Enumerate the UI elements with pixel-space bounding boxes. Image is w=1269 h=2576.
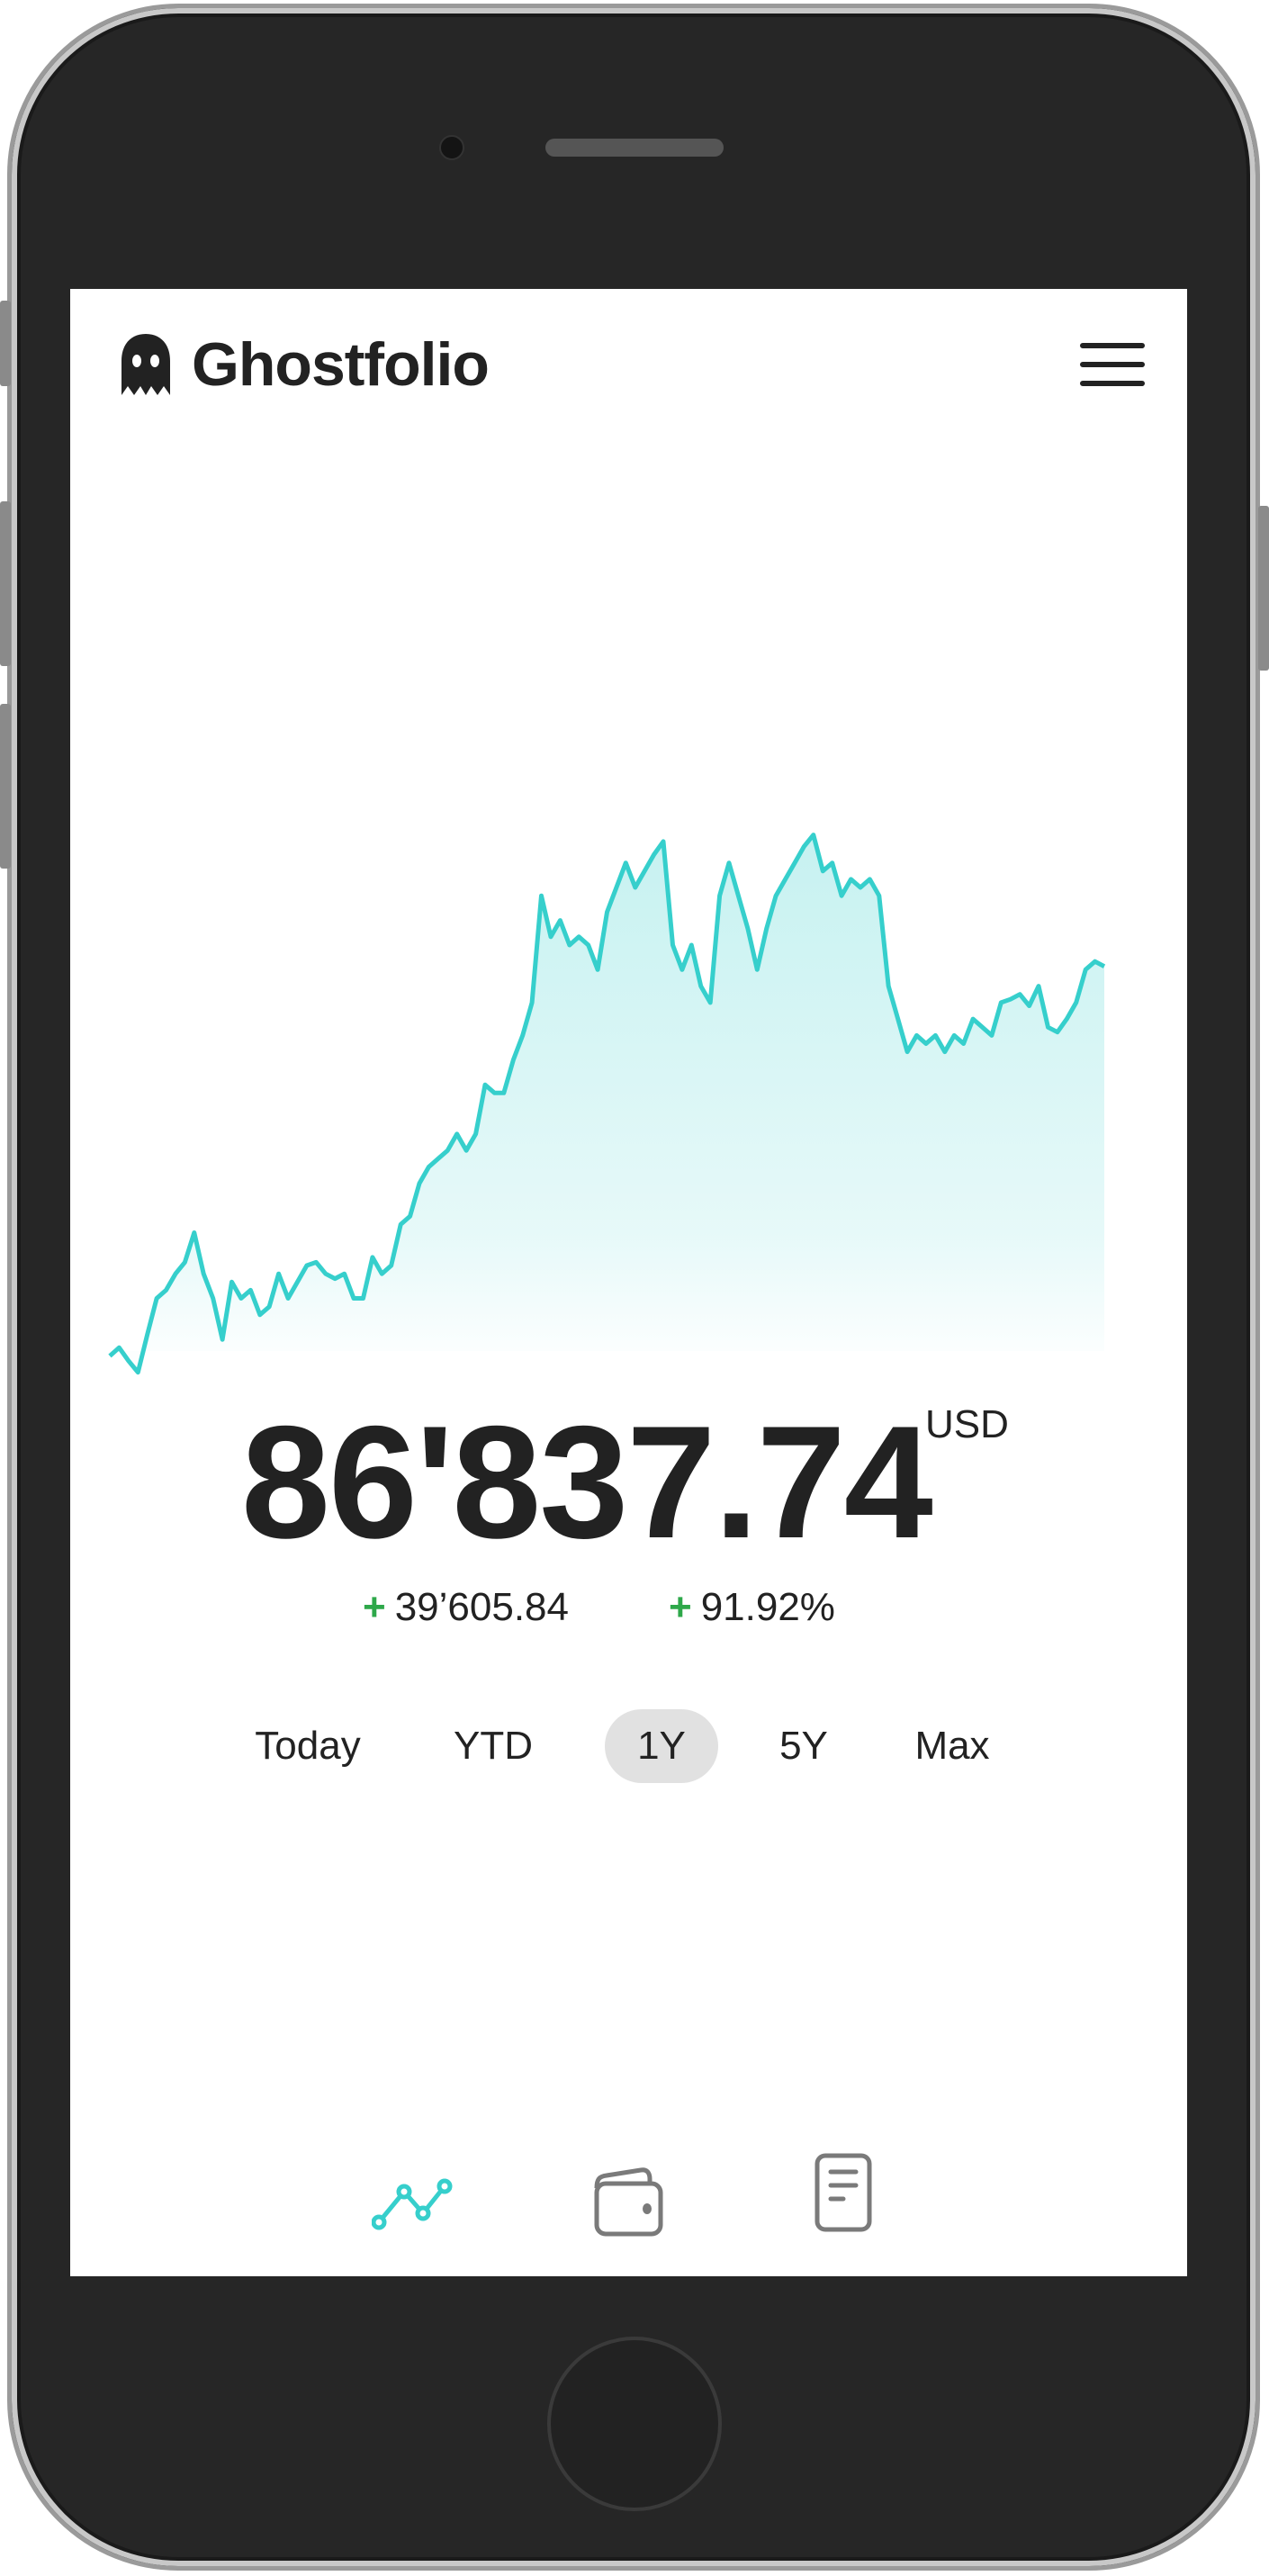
phone-power-button	[1258, 506, 1269, 671]
brand-name: Ghostfolio	[192, 330, 490, 399]
brand-logo[interactable]: Ghostfolio	[120, 329, 490, 400]
line-chart-icon[interactable]	[372, 2170, 458, 2233]
phone-speaker	[545, 139, 724, 157]
range-tab-5y[interactable]: 5Y	[779, 1724, 828, 1768]
change-sign: +	[363, 1585, 386, 1629]
hamburger-menu-icon[interactable]	[1080, 343, 1145, 386]
absolute-change: +39’605.84	[363, 1585, 569, 1630]
percent-change-value: 91.92%	[700, 1585, 835, 1629]
phone-mute-switch	[0, 301, 11, 386]
percent-change: +91.92%	[669, 1585, 835, 1630]
chart-series-line	[108, 833, 1106, 1375]
range-tab-today[interactable]: Today	[255, 1724, 361, 1768]
chart-area-fill	[110, 834, 1104, 1373]
phone-volume-down	[0, 704, 11, 869]
phone-volume-up	[0, 501, 11, 666]
portfolio-performance-chart	[108, 833, 1106, 1375]
total-value: 86'837.74	[241, 1392, 933, 1572]
absolute-change-value: 39’605.84	[394, 1585, 569, 1629]
bottom-navigation	[70, 2125, 1187, 2251]
portfolio-summary: 86'837.74 USD +39’605.84 +91.92%	[70, 1390, 1187, 1660]
app-screen: Ghostfolio 86'837.74 USD +39’605.84 +91.…	[70, 289, 1187, 2276]
range-tab-ytd[interactable]: YTD	[454, 1724, 533, 1768]
range-selector: Today YTD 1Y 5Y Max	[70, 1709, 1187, 1783]
currency-label: USD	[925, 1402, 1009, 1446]
phone-home-button[interactable]	[547, 2337, 722, 2511]
range-tab-max[interactable]: Max	[914, 1724, 990, 1768]
change-sign: +	[669, 1585, 692, 1629]
phone-camera	[439, 135, 464, 160]
document-icon[interactable]	[814, 2152, 873, 2233]
ghost-icon	[122, 334, 170, 395]
range-tab-1y[interactable]: 1Y	[605, 1709, 718, 1783]
wallet-icon[interactable]	[590, 2157, 671, 2238]
